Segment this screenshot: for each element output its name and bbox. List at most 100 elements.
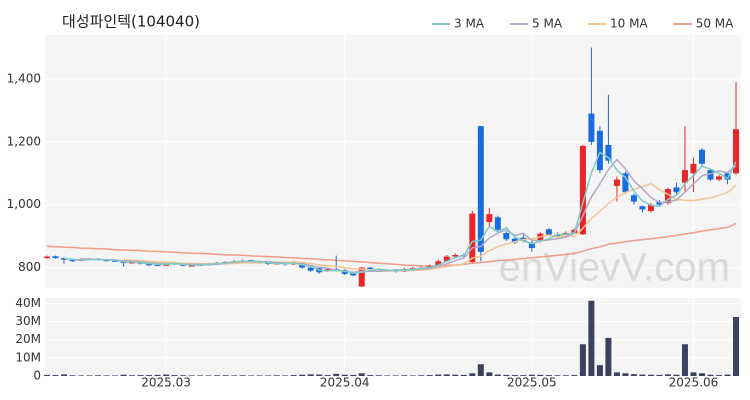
candle-body	[112, 260, 119, 262]
volume-bar	[630, 374, 637, 376]
volume-bar	[129, 375, 136, 376]
volume-bar	[163, 374, 170, 376]
candle-body	[350, 273, 357, 276]
candle-body	[52, 256, 59, 259]
volume-bar	[265, 375, 272, 376]
volume-bar	[341, 374, 348, 376]
volume-bar	[537, 374, 544, 376]
candle-body	[605, 145, 612, 161]
candle-body	[579, 145, 586, 235]
volume-bar	[222, 375, 229, 376]
volume-bar	[596, 365, 603, 376]
candle-body	[503, 233, 510, 240]
x-tick-label: 2025.04	[320, 376, 370, 390]
y-tick-label: 40M	[15, 296, 41, 310]
volume-bar	[460, 374, 467, 376]
volume-bar	[698, 373, 705, 376]
volume-bar	[588, 300, 595, 376]
candle-body	[61, 258, 68, 260]
volume-bar	[61, 374, 68, 376]
candle-body	[469, 213, 476, 262]
candle-body	[681, 170, 688, 183]
volume-bar	[290, 375, 297, 376]
candle-body	[613, 179, 620, 186]
y-tick-label: 1,400	[7, 72, 41, 86]
x-tick-label: 2025.03	[141, 376, 191, 390]
volume-bar	[503, 374, 510, 376]
volume-bar	[664, 374, 671, 376]
volume-bar	[656, 374, 663, 376]
volume-bar	[248, 375, 255, 376]
volume-bar	[622, 373, 629, 376]
volume-bar	[146, 375, 153, 376]
volume-bar	[214, 375, 221, 376]
y-tick-label: 800	[18, 260, 41, 274]
y-tick-label: 0	[33, 369, 41, 383]
y-tick-label: 1,000	[7, 197, 41, 211]
candle-body	[44, 256, 50, 259]
volume-bar	[639, 374, 646, 376]
volume-bar	[103, 375, 110, 376]
volume-bar	[137, 375, 144, 376]
volume-bar	[486, 372, 493, 376]
candle-body	[188, 265, 195, 267]
candle-body	[367, 267, 374, 270]
volume-bar	[647, 374, 654, 376]
candle-body	[528, 242, 535, 249]
volume-bar	[452, 374, 459, 376]
volume-bar	[86, 375, 93, 376]
volume-bar	[477, 364, 484, 376]
candle-body	[673, 187, 680, 193]
candle-body	[477, 126, 484, 252]
candle-body	[443, 256, 450, 262]
candle-body	[698, 149, 705, 164]
volume-bar	[197, 375, 204, 376]
x-tick-label: 2025.05	[507, 376, 557, 390]
volume-bar	[171, 375, 178, 376]
volume-bar	[367, 375, 374, 376]
candle-body	[588, 113, 595, 142]
candle-body	[452, 255, 459, 257]
volume-bar	[545, 375, 552, 376]
volume-bar	[443, 374, 450, 376]
volume-bar	[418, 375, 425, 376]
volume-bar	[120, 374, 127, 376]
candle-body	[307, 267, 314, 271]
volume-bar	[469, 373, 476, 376]
chart-title: 대성파인텍(104040)	[62, 13, 200, 31]
candle-body	[486, 214, 493, 222]
candle-body	[664, 189, 671, 204]
volume-bar	[401, 375, 408, 376]
candle-body	[596, 130, 603, 171]
legend-label: 50 MA	[696, 17, 734, 31]
candle-body	[494, 217, 501, 230]
volume-bar	[435, 374, 442, 376]
volume-bar	[392, 375, 399, 376]
volume-bar	[282, 375, 289, 376]
candle-body	[375, 269, 382, 271]
volume-bar	[188, 375, 195, 376]
candle-body	[715, 176, 722, 180]
volume-bar	[511, 375, 518, 376]
volume-bar	[426, 375, 433, 376]
candle-body	[129, 261, 136, 264]
volume-bar	[520, 375, 527, 376]
volume-bar	[78, 375, 85, 376]
volume-bar	[690, 372, 697, 376]
volume-bar	[554, 375, 561, 376]
volume-bar	[350, 374, 357, 376]
ma-line	[46, 222, 737, 267]
volume-bar	[239, 375, 246, 376]
volume-bar	[273, 375, 280, 376]
y-tick-label: 30M	[15, 314, 41, 328]
candle-body	[103, 259, 110, 262]
volume-bar	[528, 374, 535, 376]
volume-bar	[205, 375, 212, 376]
candle-body	[69, 259, 76, 262]
volume-bar	[613, 372, 620, 376]
volume-bar	[724, 374, 731, 376]
volume-bar	[384, 375, 391, 376]
candle-body	[511, 238, 518, 243]
